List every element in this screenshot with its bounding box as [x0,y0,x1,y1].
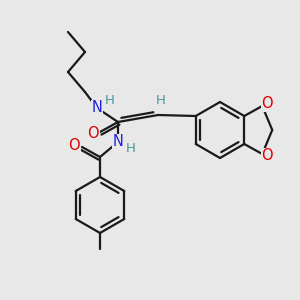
Text: O: O [261,97,273,112]
Text: H: H [105,94,115,107]
Text: H: H [126,142,136,154]
Text: N: N [92,100,102,116]
Text: O: O [261,148,273,164]
Text: O: O [68,137,80,152]
Text: O: O [87,125,99,140]
Text: H: H [156,94,166,107]
Text: N: N [112,134,123,149]
